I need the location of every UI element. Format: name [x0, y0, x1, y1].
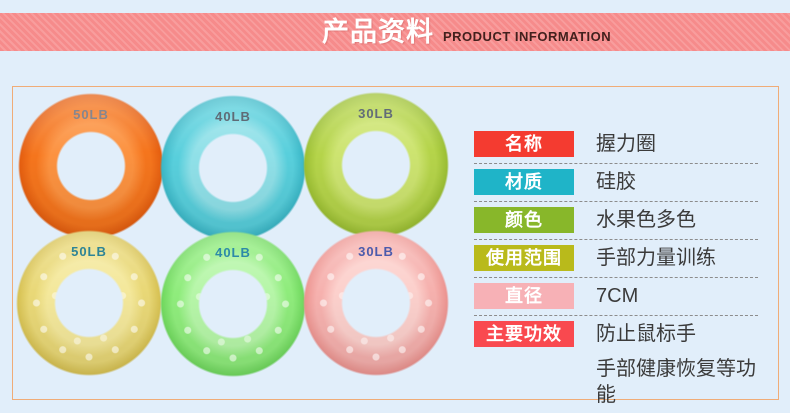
- spec-value: 硅胶: [596, 169, 636, 195]
- grip-ring: 40LB: [160, 231, 306, 377]
- spec-value: 水果色多色: [596, 207, 696, 233]
- spec-row: 颜色 水果色多色: [474, 202, 758, 240]
- spec-label: 使用范围: [474, 245, 574, 271]
- spec-value: 防止鼠标手手部健康恢复等功能: [596, 321, 758, 408]
- grip-ring: 50LB: [16, 230, 162, 376]
- grip-ring: 30LB: [303, 92, 449, 238]
- spec-value-line: 手部力量训练: [596, 247, 716, 269]
- spec-label: 材质: [474, 169, 574, 195]
- spec-value-line: 7CM: [596, 285, 639, 307]
- spec-label: 主要功效: [474, 321, 574, 347]
- spec-value: 7CM: [596, 283, 638, 309]
- banner-subtitle: PRODUCT INFORMATION: [443, 29, 612, 44]
- grip-ring: 30LB: [303, 230, 449, 376]
- spec-value-line: 防止鼠标手: [596, 323, 696, 345]
- spec-row: 使用范围 手部力量训练: [474, 240, 758, 278]
- ring-weight-label: 30LB: [358, 244, 394, 259]
- spec-label: 名称: [474, 131, 574, 157]
- spec-row: 主要功效 防止鼠标手手部健康恢复等功能: [474, 316, 758, 413]
- banner: 产品资料 PRODUCT INFORMATION: [0, 13, 790, 51]
- spec-value-line: 手部健康恢复等功能: [596, 358, 756, 406]
- spec-row: 直径 7CM: [474, 278, 758, 316]
- ring-weight-label: 40LB: [215, 109, 251, 124]
- spec-value-line: 水果色多色: [596, 209, 696, 231]
- grip-ring: 50LB: [18, 93, 164, 239]
- content-frame: [12, 86, 779, 400]
- ring-weight-label: 50LB: [71, 244, 107, 259]
- spec-value-line: 握力圈: [596, 133, 656, 155]
- spec-value: 手部力量训练: [596, 245, 716, 271]
- ring-weight-label: 40LB: [215, 245, 251, 260]
- banner-title: 产品资料: [322, 17, 434, 47]
- spec-row: 名称 握力圈: [474, 126, 758, 164]
- spec-label: 颜色: [474, 207, 574, 233]
- spec-table: 名称 握力圈 材质 硅胶 颜色 水果色多色 使用范围 手部力量训练 直径 7CM 主要功效 防止鼠标手…: [474, 126, 758, 413]
- spec-value-line: 硅胶: [596, 171, 636, 193]
- ring-weight-label: 50LB: [73, 107, 109, 122]
- grip-ring: 40LB: [160, 95, 306, 241]
- spec-value: 握力圈: [596, 131, 656, 157]
- spec-row: 材质 硅胶: [474, 164, 758, 202]
- ring-weight-label: 30LB: [358, 106, 394, 121]
- spec-label: 直径: [474, 283, 574, 309]
